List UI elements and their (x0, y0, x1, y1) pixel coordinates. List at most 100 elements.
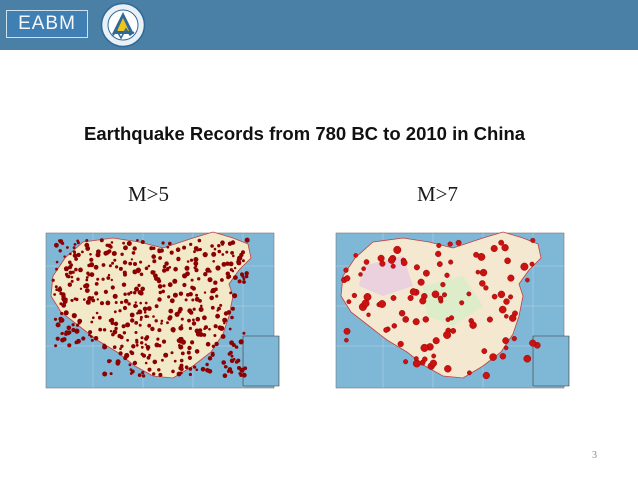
epicenter-dot (134, 301, 137, 304)
epicenter-dot (85, 299, 91, 305)
epicenter-dot (67, 282, 72, 287)
epicenter-dot (205, 341, 211, 347)
epicenter-dot (73, 243, 77, 246)
epicenter-dot (486, 316, 493, 323)
epicenter-dot (61, 294, 66, 299)
epicenter-dot (87, 263, 91, 268)
epicenter-dot (113, 310, 117, 314)
epicenter-dot (176, 338, 182, 343)
epicenter-dot (66, 325, 72, 331)
epicenter-dot (161, 358, 164, 362)
epicenter-dot (166, 245, 170, 249)
epicenter-dot (182, 273, 188, 279)
epicenter-dot (129, 312, 135, 318)
epicenter-dot (101, 263, 106, 267)
epicenter-dot (529, 339, 537, 347)
epicenter-dot (207, 356, 213, 361)
epicenter-dot (107, 249, 112, 254)
epicenter-dot (140, 341, 144, 345)
epicenter-dot (120, 300, 124, 304)
epicenter-dot (202, 315, 207, 321)
epicenter-dot (99, 301, 105, 306)
epicenter-dot (134, 321, 139, 325)
epicenter-dot (511, 335, 517, 342)
magnitude-label-m7: M>7 (417, 182, 459, 206)
epicenter-dot (366, 312, 371, 318)
epicenter-dot (508, 294, 514, 300)
epicenter-dot (191, 321, 197, 326)
epicenter-dot (111, 261, 115, 265)
epicenter-dot (378, 300, 386, 308)
epicenter-dot (138, 291, 143, 295)
epicenter-dot (147, 264, 151, 268)
epicenter-dot (498, 305, 507, 314)
epicenter-dot (483, 285, 489, 291)
epicenter-dot (193, 365, 197, 369)
epicenter-dot (203, 272, 208, 277)
epicenter-dot (146, 315, 150, 318)
epicenter-dot (241, 259, 245, 263)
epicenter-dot (98, 327, 103, 332)
epicenter-dot (197, 238, 202, 243)
epicenter-dot (157, 328, 162, 333)
epicenter-dot (173, 266, 178, 272)
epicenter-dot (200, 366, 206, 372)
epicenter-dot (193, 266, 197, 269)
epicenter-dot (160, 319, 164, 323)
epicenter-dot (76, 241, 80, 245)
epicenter-dot (444, 272, 450, 278)
epicenter-dot (217, 244, 221, 248)
epicenter-dot (127, 292, 131, 296)
epicenter-dot (152, 259, 157, 264)
epicenter-dot (423, 269, 430, 277)
epicenter-dot (377, 254, 385, 262)
epicenter-dot (112, 293, 118, 299)
epicenter-dot (103, 289, 108, 294)
epicenter-dot (499, 353, 507, 360)
epicenter-dot (242, 280, 246, 284)
epicenter-dot (74, 328, 80, 334)
epicenter-dot (176, 256, 181, 261)
epicenter-dot (198, 307, 204, 312)
epicenter-dot (168, 241, 172, 246)
epicenter-dot (129, 372, 133, 375)
epicenter-dot (85, 246, 91, 251)
epicenter-dot (197, 277, 201, 281)
epicenter-dot (112, 345, 117, 349)
epicenter-dot (225, 261, 230, 266)
epicenter-dot (123, 292, 127, 296)
epicenter-dot (195, 316, 201, 322)
epicenter-dot (146, 347, 150, 351)
epicenter-dot (190, 278, 194, 282)
epicenter-dot (71, 313, 77, 319)
epicenter-dot (118, 266, 123, 271)
epicenter-dot (144, 336, 149, 341)
epicenter-dot (72, 253, 78, 258)
epicenter-dot (447, 241, 453, 247)
epicenter-dot (221, 253, 225, 256)
epicenter-dot (157, 368, 161, 372)
epicenter-dot (119, 347, 122, 350)
epicenter-dot (122, 241, 125, 245)
epicenter-dot (76, 277, 80, 281)
page-number: 3 (592, 450, 597, 461)
epicenter-dot (236, 358, 241, 363)
epicenter-dot (344, 275, 351, 282)
epicenter-dot (62, 299, 68, 304)
epicenter-dot (413, 356, 419, 362)
epicenter-dot (110, 278, 114, 282)
earthquake-map-m7 (333, 226, 578, 404)
epicenter-dot (109, 372, 113, 376)
epicenter-dot (222, 317, 228, 323)
epicenter-dot (413, 264, 420, 271)
epicenter-dot (209, 270, 212, 273)
epicenter-dot (156, 337, 160, 341)
epicenter-dot (62, 337, 67, 342)
epicenter-dot (55, 322, 61, 328)
epicenter-dot (75, 297, 79, 302)
epicenter-dot (351, 292, 358, 299)
institute-emblem-icon (100, 2, 146, 48)
epicenter-dot (503, 345, 509, 351)
epicenter-dot (168, 266, 172, 269)
epicenter-dot (152, 372, 156, 376)
